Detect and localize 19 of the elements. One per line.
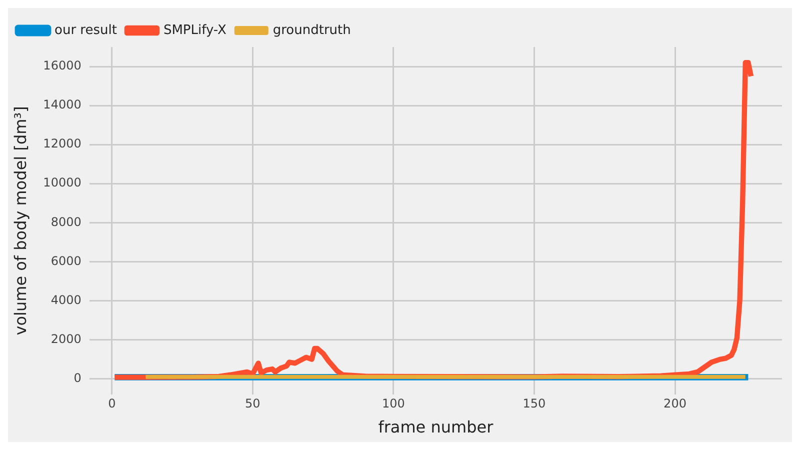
y-tick-label: 12000 <box>43 136 82 151</box>
y-tick-label: 4000 <box>50 292 82 307</box>
y-tick-label: 2000 <box>50 332 82 346</box>
y-axis-title: volume of body model [dm³] <box>10 106 30 336</box>
y-tick-label: 0 <box>74 370 82 385</box>
y-tick-label: 6000 <box>50 254 82 268</box>
x-tick-label: 100 <box>382 396 405 411</box>
x-tick-label: 50 <box>245 396 260 411</box>
x-tick-label: 0 <box>108 396 116 411</box>
x-tick-label: 150 <box>522 396 546 411</box>
y-tick-label: 16000 <box>43 58 82 73</box>
legend-label: groundtruth <box>272 22 351 38</box>
y-tick-label: 14000 <box>43 98 82 112</box>
y-tick-label: 10000 <box>43 176 82 190</box>
x-axis-title: frame number <box>378 418 494 437</box>
y-tick-label: 8000 <box>50 214 82 229</box>
legend-label: our result <box>54 22 117 38</box>
legend-label: SMPLify-X <box>163 22 226 38</box>
x-tick-label: 200 <box>664 396 686 411</box>
